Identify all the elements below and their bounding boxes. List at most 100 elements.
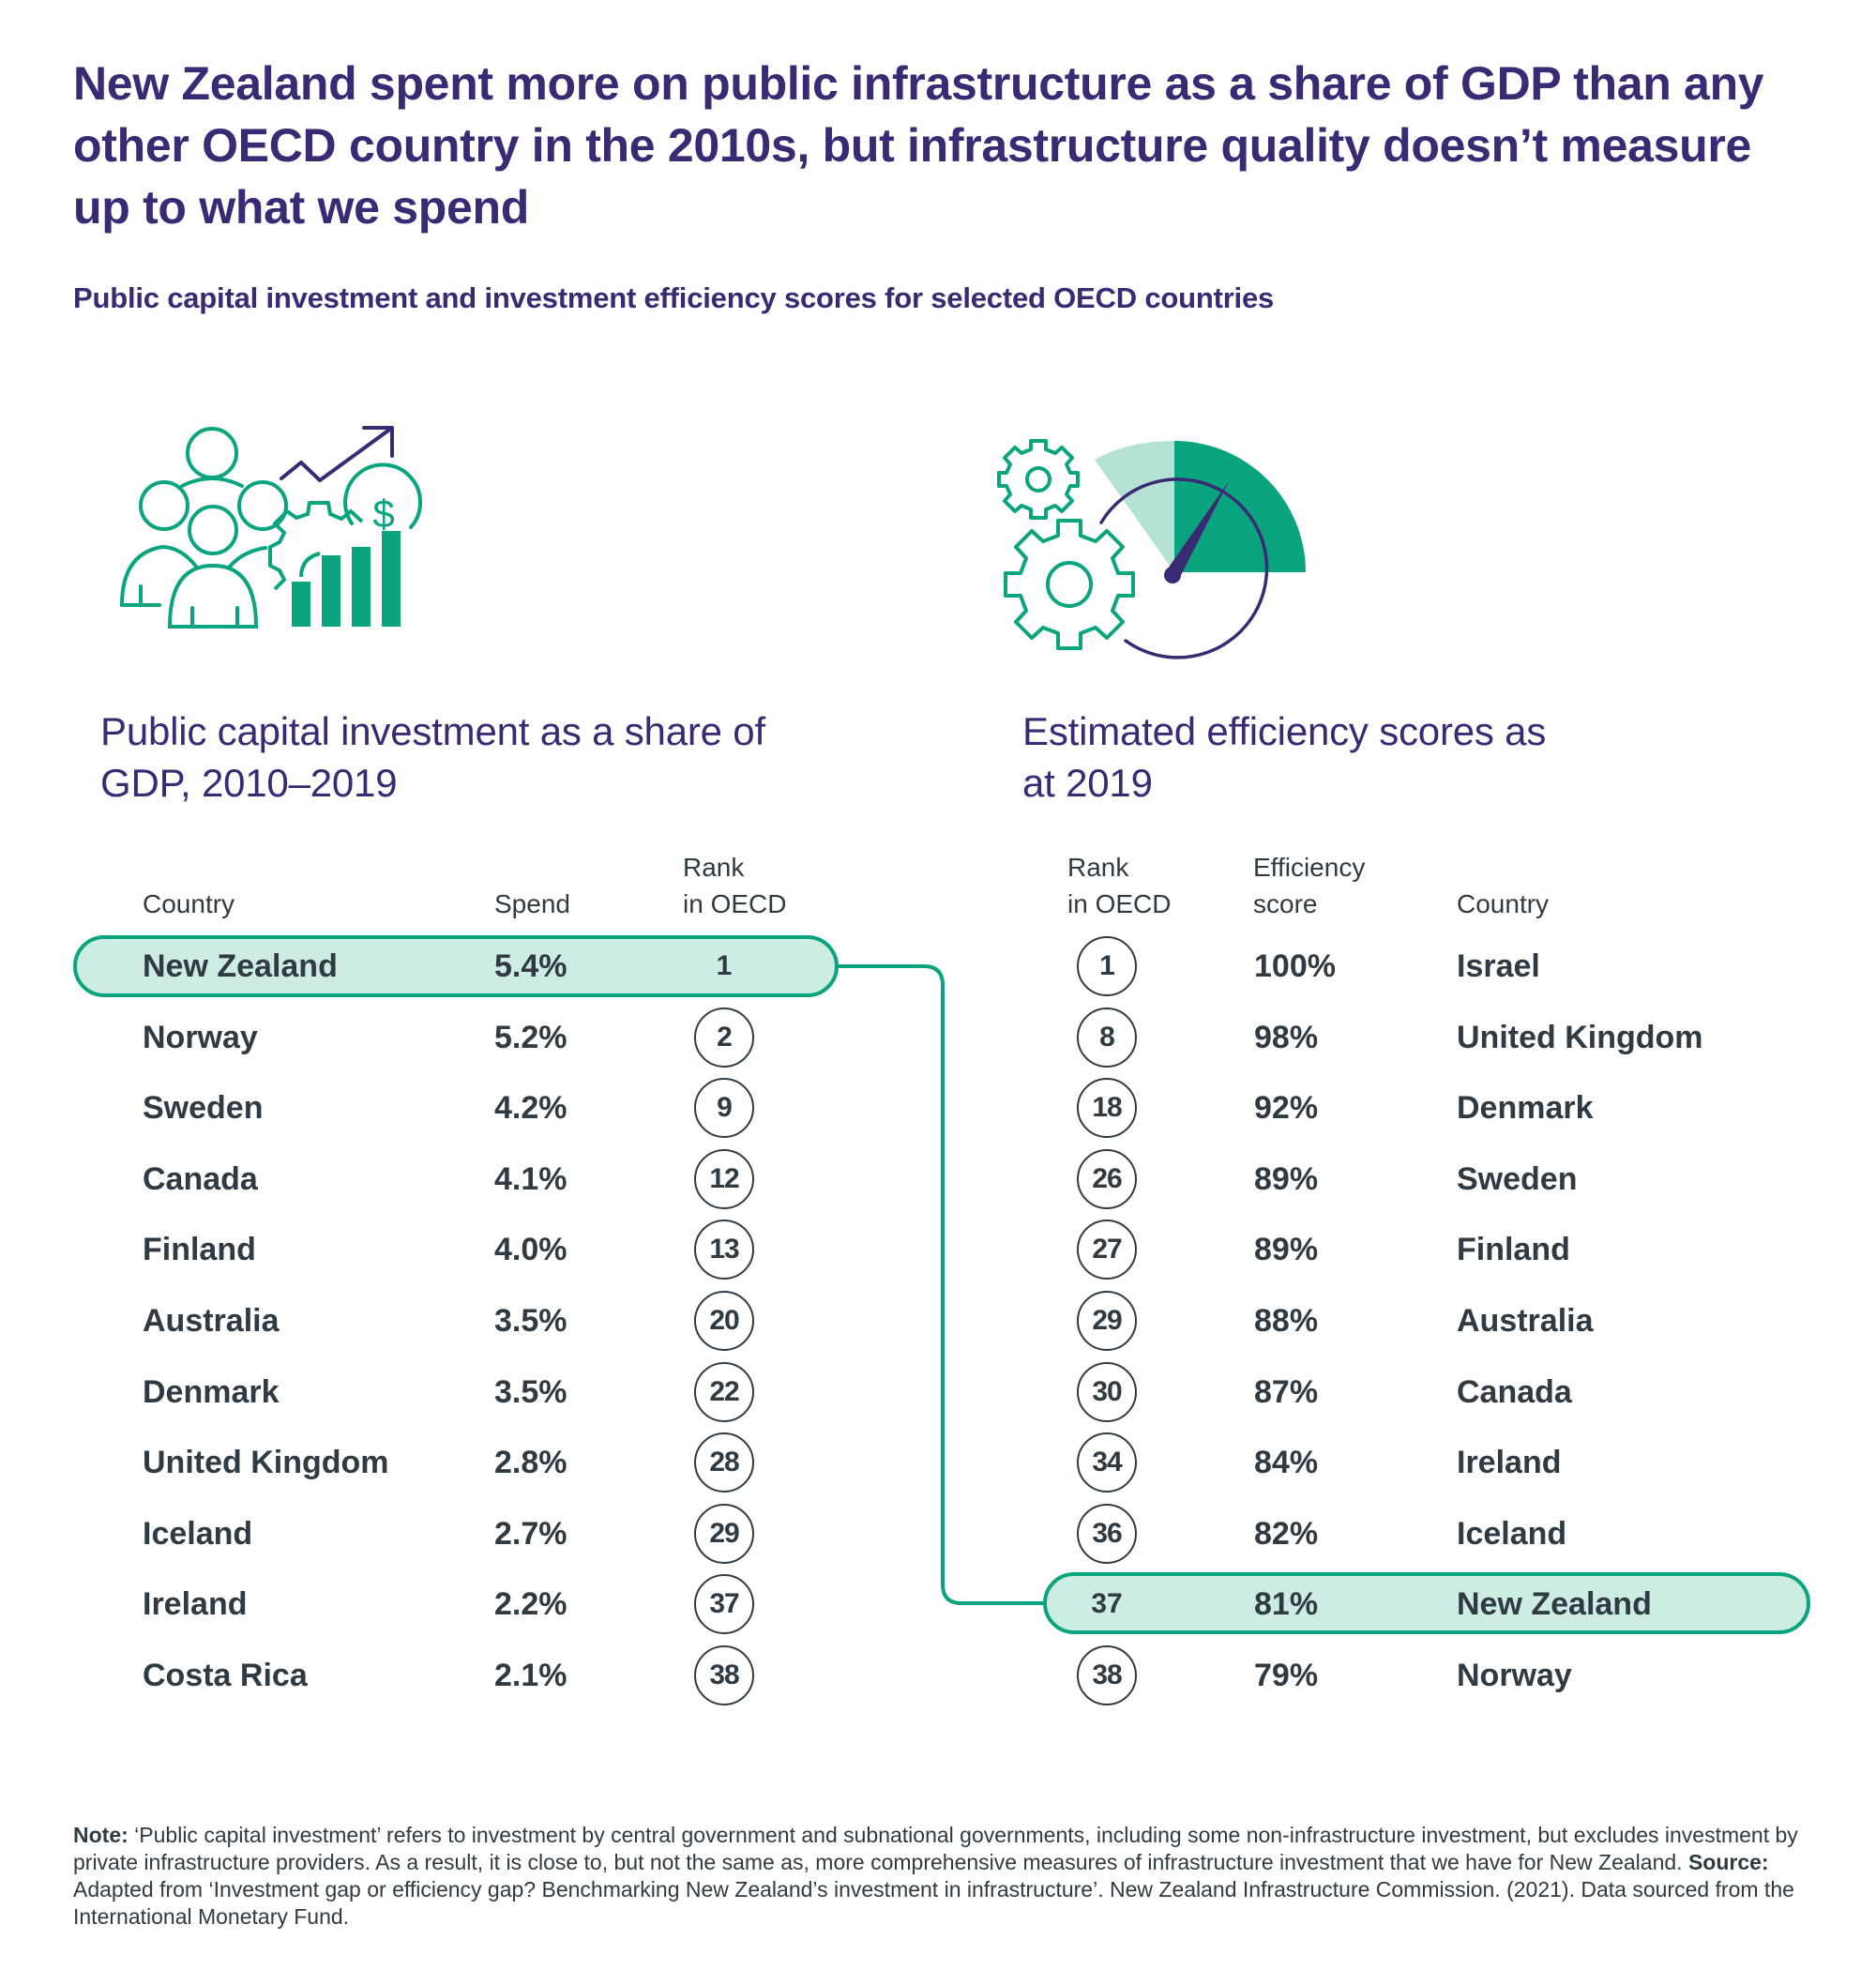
highlight-new-zealand-spend (73, 935, 839, 997)
country-name: Australia (143, 1303, 280, 1339)
country-name: Finland (143, 1232, 256, 1268)
rank-badge: 9 (694, 1078, 754, 1139)
efficiency-score: 79% (1254, 1658, 1319, 1693)
col-header-score-line-1: Efficiency (1253, 853, 1366, 882)
country-name: New Zealand (143, 948, 338, 984)
source-label: Source: (1687, 1850, 1769, 1874)
footnote: Note: ‘Public capital investment’ refers… (73, 1822, 1837, 1931)
country-name: Norway (143, 1019, 258, 1055)
country-name: Australia (1457, 1303, 1594, 1339)
efficiency-score: 87% (1254, 1373, 1319, 1410)
rank-badge: 1 (716, 950, 733, 981)
col-header-rank-line-1: Rank (683, 853, 745, 882)
country-name: Ireland (143, 1586, 248, 1623)
left-heading-line-2: GDP, 2010–2019 (100, 761, 398, 805)
trend-arrow-icon (280, 426, 394, 482)
rank-badge: 28 (694, 1432, 754, 1493)
rank-badge: 37 (694, 1574, 754, 1635)
country-name: United Kingdom (143, 1445, 389, 1481)
efficiency-score: 89% (1254, 1232, 1319, 1268)
country-name: Ireland (1457, 1445, 1562, 1481)
gauge-needle (1166, 481, 1229, 579)
country-name: Denmark (143, 1373, 280, 1410)
efficiency-score: 89% (1254, 1160, 1319, 1197)
rank-badge: 27 (1077, 1220, 1137, 1280)
col-header-country: Country (143, 889, 235, 918)
person-head-icon (237, 480, 288, 531)
right-heading-line-1: Estimated efficiency scores as (1022, 709, 1547, 753)
col-header-score-line-2: score (1253, 889, 1318, 918)
country-name: Israel (1457, 948, 1540, 984)
dollar-coin-icon (343, 462, 422, 529)
country-name: Finland (1457, 1232, 1570, 1268)
rank-badge: 38 (694, 1645, 754, 1705)
gauge-light-sector (1095, 441, 1174, 572)
rank-badge: 8 (1077, 1007, 1137, 1068)
note-text: ‘Public capital investment’ refers to in… (73, 1823, 1798, 1874)
note-label: Note: (73, 1823, 129, 1847)
efficiency-score: 82% (1254, 1515, 1319, 1552)
country-name: Canada (1457, 1373, 1572, 1410)
right-heading-line-2: at 2019 (1022, 761, 1153, 805)
rank-badge: 29 (1077, 1291, 1137, 1351)
spend-value: 2.1% (494, 1658, 567, 1693)
col-header-rank-line-2: in OECD (683, 889, 787, 918)
page-title: New Zealand spent more on public infrast… (73, 57, 1764, 234)
col-header-rank-right: Rank in OECD (1067, 849, 1171, 922)
highlight-new-zealand-efficiency (1043, 1572, 1810, 1634)
rank-badge: 12 (694, 1148, 754, 1209)
rank-badge: 22 (694, 1361, 754, 1422)
col-header-rank-line-1: Rank (1067, 853, 1129, 882)
rank-badge: 1 (1077, 936, 1137, 996)
country-name: Denmark (1457, 1090, 1594, 1127)
bar-icon (322, 555, 340, 627)
col-header-rank: Rank in OECD (683, 849, 786, 922)
rank-badge: 26 (1077, 1148, 1137, 1209)
person-head-icon (188, 505, 238, 555)
efficiency-score: 92% (1254, 1090, 1319, 1127)
gear-icon (268, 501, 364, 591)
gears-gauge-icon (997, 439, 1306, 659)
spend-value: 4.1% (494, 1160, 567, 1197)
country-name: Iceland (143, 1515, 253, 1552)
rank-badge: 18 (1077, 1078, 1137, 1139)
gauge-dial (1099, 477, 1269, 659)
right-section-heading: Estimated efficiency scores as at 2019 (1022, 705, 1546, 809)
left-section-heading: Public capital investment as a share of … (100, 705, 765, 809)
bar-icon (292, 582, 310, 627)
efficiency-score: 98% (1254, 1019, 1319, 1055)
small-gear-icon (997, 439, 1080, 520)
rank-badge: 37 (1091, 1588, 1123, 1620)
rank-badge: 2 (694, 1007, 754, 1068)
spend-value: 3.5% (494, 1303, 567, 1339)
spend-value: 2.2% (494, 1586, 567, 1623)
country-name: New Zealand (1457, 1586, 1652, 1623)
person-head-icon (139, 480, 189, 531)
efficiency-score: 88% (1254, 1303, 1319, 1339)
spend-value: 5.2% (494, 1019, 567, 1055)
col-header-country-right: Country (1457, 889, 1550, 918)
large-gear-icon (1004, 519, 1135, 650)
efficiency-score: 100% (1254, 948, 1336, 984)
col-header-rank-line-2: in OECD (1067, 889, 1172, 918)
country-name: Norway (1457, 1658, 1572, 1693)
rank-badge: 38 (1077, 1645, 1137, 1705)
dollar-sign-icon: $ (372, 492, 394, 536)
bar-icon (352, 547, 371, 627)
people-growth-chart-icon: $ (120, 426, 422, 629)
rank-badge: 34 (1077, 1432, 1137, 1493)
rank-badge: 13 (694, 1220, 754, 1280)
left-heading-line-1: Public capital investment as a share of (100, 709, 765, 753)
spend-value: 4.0% (494, 1232, 567, 1268)
spend-value: 2.7% (494, 1515, 567, 1552)
efficiency-score: 81% (1254, 1586, 1319, 1623)
spend-value: 5.4% (494, 948, 567, 984)
rank-badge: 36 (1077, 1503, 1137, 1564)
rank-badge: 30 (1077, 1361, 1137, 1422)
spend-value: 3.5% (494, 1373, 567, 1410)
country-name: Canada (143, 1160, 258, 1197)
page-subtitle: Public capital investment and investment… (73, 281, 1275, 314)
spend-value: 2.8% (494, 1445, 567, 1481)
col-header-score: Efficiency score (1253, 849, 1365, 922)
